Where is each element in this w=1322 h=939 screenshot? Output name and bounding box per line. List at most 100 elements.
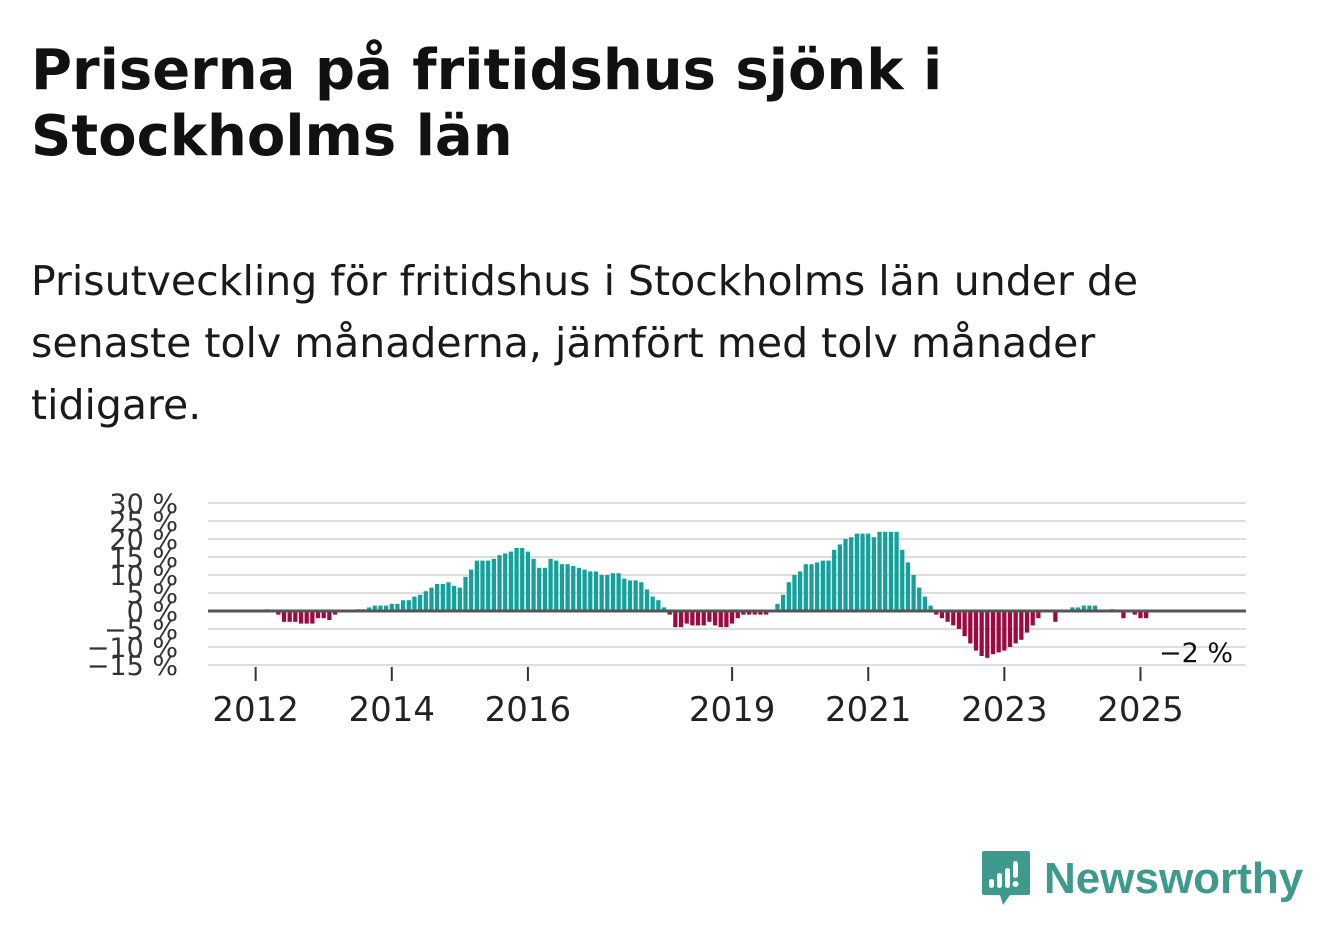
bar [508, 551, 514, 611]
bar [951, 611, 956, 626]
bar [627, 580, 633, 611]
bar [1053, 611, 1058, 622]
bar [962, 611, 967, 637]
bar [525, 551, 531, 611]
bar [996, 611, 1001, 653]
bar [383, 605, 389, 611]
bar [701, 611, 706, 626]
bar [429, 587, 434, 611]
gridlines [208, 502, 1246, 666]
x-tick-label: 2014 [349, 690, 436, 730]
x-tick-label: 2016 [485, 690, 572, 730]
bar [639, 582, 644, 611]
bar [559, 564, 565, 611]
bar [956, 611, 962, 629]
bar [905, 562, 911, 611]
bar [917, 587, 922, 611]
bar [588, 571, 593, 611]
bar [1081, 605, 1086, 611]
bar [934, 611, 939, 615]
bar [854, 533, 859, 611]
bar [372, 605, 377, 611]
bar [298, 611, 304, 624]
bar [786, 582, 791, 611]
bar [939, 611, 945, 619]
bar [724, 611, 729, 628]
bar [332, 611, 338, 615]
bar [781, 594, 786, 611]
bar [327, 611, 332, 620]
bar [1002, 611, 1007, 651]
y-tick-label: 15 % [109, 543, 178, 574]
bar [1121, 611, 1126, 619]
y-axis-labels: 30 %25 %20 %15 %10 %5 %0 %−5 %−10 %−15 % [87, 489, 178, 682]
bar [729, 611, 735, 624]
bar [837, 544, 842, 611]
bar [832, 549, 837, 611]
bar [877, 531, 882, 611]
bar [883, 531, 888, 611]
bar [395, 603, 400, 611]
bar [712, 611, 718, 626]
y-tick-label: 10 % [109, 561, 178, 592]
bars [264, 531, 1149, 658]
bar [866, 533, 871, 611]
x-tick-label: 2021 [825, 690, 912, 730]
bar [922, 596, 928, 611]
bar [752, 611, 757, 615]
bar [792, 575, 797, 611]
bar [735, 611, 740, 619]
bar [622, 578, 627, 611]
bar [690, 611, 695, 626]
bar [315, 611, 321, 619]
bar [276, 611, 281, 615]
bar [644, 589, 650, 611]
y-tick-label: 20 % [109, 525, 178, 556]
bar [366, 607, 372, 611]
bar [656, 600, 661, 611]
bar [542, 567, 548, 611]
bar [718, 611, 723, 628]
bar [1019, 611, 1024, 640]
bar [616, 573, 621, 611]
bar [435, 584, 440, 611]
bar [446, 582, 451, 611]
chart-title: Priserna på fritidshus sjönk i Stockholm… [31, 38, 943, 169]
bar [860, 533, 865, 611]
bar [520, 548, 525, 611]
bar [514, 548, 519, 611]
bar [457, 587, 462, 611]
bar [928, 605, 933, 611]
bar [871, 537, 877, 611]
bar [911, 575, 916, 611]
newsworthy-logo-icon [982, 851, 1030, 905]
bar [610, 573, 616, 611]
bar [491, 558, 496, 611]
x-tick-label: 2019 [689, 690, 776, 730]
bar [990, 611, 996, 655]
bar [463, 576, 468, 611]
bar [531, 558, 536, 611]
bar [486, 560, 491, 611]
bar [973, 611, 979, 651]
bar [968, 611, 973, 644]
bar [497, 555, 502, 611]
y-tick-label: −10 % [87, 633, 178, 664]
bar [548, 558, 553, 611]
bar [815, 562, 820, 611]
bar [389, 603, 394, 611]
bar [412, 596, 417, 611]
y-tick-label: −15 % [87, 651, 178, 682]
x-tick-label: 2012 [212, 690, 299, 730]
bar [537, 567, 542, 611]
bar [650, 596, 655, 611]
bar [979, 611, 984, 656]
y-tick-label: 5 % [127, 579, 178, 610]
bar [281, 611, 287, 622]
bar [1075, 607, 1081, 611]
bar [888, 531, 894, 611]
bar [1087, 605, 1092, 611]
bar [400, 600, 406, 611]
bar [293, 611, 298, 622]
bar [480, 560, 485, 611]
